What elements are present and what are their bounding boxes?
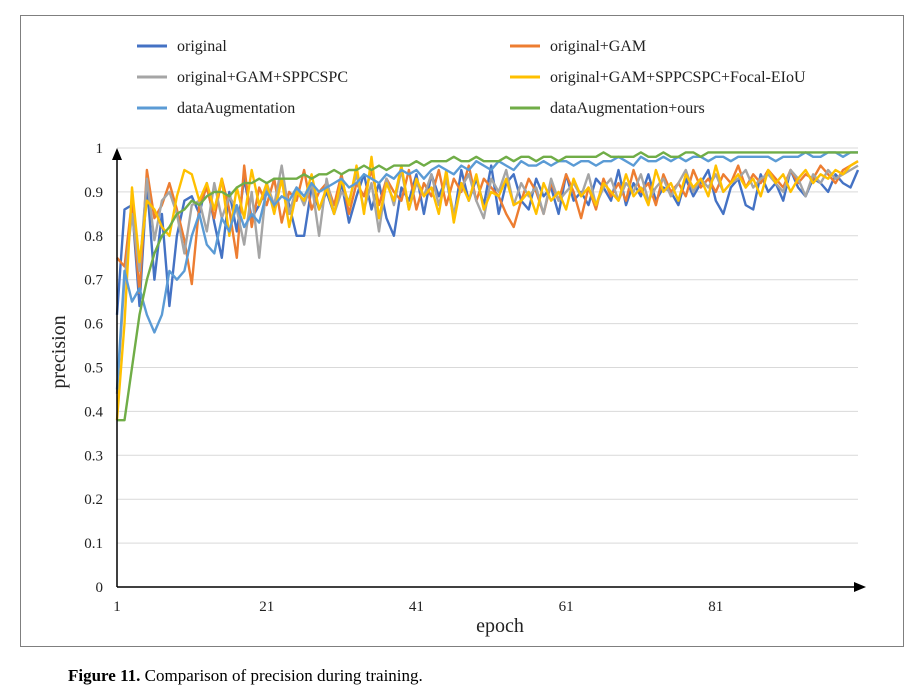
y-axis-title: precision [48,315,70,388]
y-tick-label: 1 [96,141,104,157]
series-line-5 [117,151,858,422]
y-tick-label: 0.3 [84,448,103,464]
axes [112,148,866,592]
series-line-1 [116,160,859,295]
y-tick-label: 0.7 [84,273,103,289]
y-tick-labels: 0 0.1 0.2 0.3 0.4 0.5 0.6 0.7 0.8 0.9 1 [84,141,103,596]
x-axis-title: epoch [476,615,524,637]
series-line-3 [115,155,859,421]
legend-label: dataAugmentation [177,100,295,117]
y-tick-label: 0.8 [84,229,103,245]
legend-label: original+GAM+SPPCSPC [177,69,348,86]
series-line-4 [115,151,858,390]
x-axis-arrow-icon [854,582,866,592]
legend-label: original+GAM+SPPCSPC+Focal-EIoU [550,69,806,86]
legend-label: original [177,38,227,55]
x-tick-label: 61 [559,599,574,615]
y-axis-arrow-icon [112,148,122,160]
x-tick-labels: 1 21 41 61 81 [113,599,723,615]
y-tick-label: 0.2 [84,492,103,508]
y-tick-label: 0.4 [84,404,103,420]
y-tick-label: 0.5 [84,361,103,377]
grid-lines [117,147,858,544]
figure-caption: Figure 11. Comparison of precision durin… [68,666,423,686]
y-tick-label: 0.9 [84,185,103,201]
x-tick-label: 41 [409,599,424,615]
x-tick-label: 81 [708,599,723,615]
x-tick-label: 21 [259,599,274,615]
y-tick-label: 0 [96,580,104,596]
legend-label: dataAugmentation+ours [550,100,705,117]
legend: original original+GAM original+GAM+SPPCSPC… [137,38,806,117]
caption-text: Comparison of precision during training. [140,666,423,685]
series-lines [115,151,860,422]
caption-label: Figure 11. [68,666,141,685]
x-tick-label: 1 [113,599,121,615]
chart-frame [20,15,904,647]
y-tick-label: 0.1 [84,536,103,552]
y-tick-label: 0.6 [84,317,103,333]
legend-label: original+GAM [550,38,646,55]
